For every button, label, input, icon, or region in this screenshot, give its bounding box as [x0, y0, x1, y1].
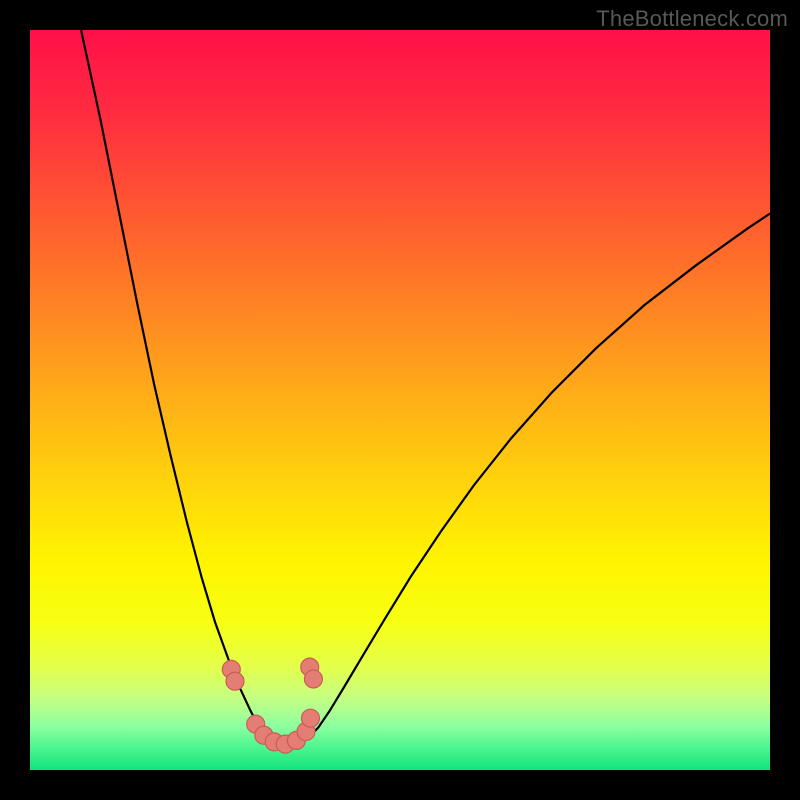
curve-right-branch: [310, 214, 770, 737]
chart-svg: [30, 30, 770, 770]
watermark-text: TheBottleneck.com: [596, 6, 788, 32]
canvas: TheBottleneck.com: [0, 0, 800, 800]
marker-dot: [301, 709, 319, 727]
plot-area: [30, 30, 770, 770]
marker-dot: [304, 670, 322, 688]
curve-left-branch: [81, 30, 267, 737]
curve-markers: [222, 658, 322, 753]
marker-dot: [226, 672, 244, 690]
